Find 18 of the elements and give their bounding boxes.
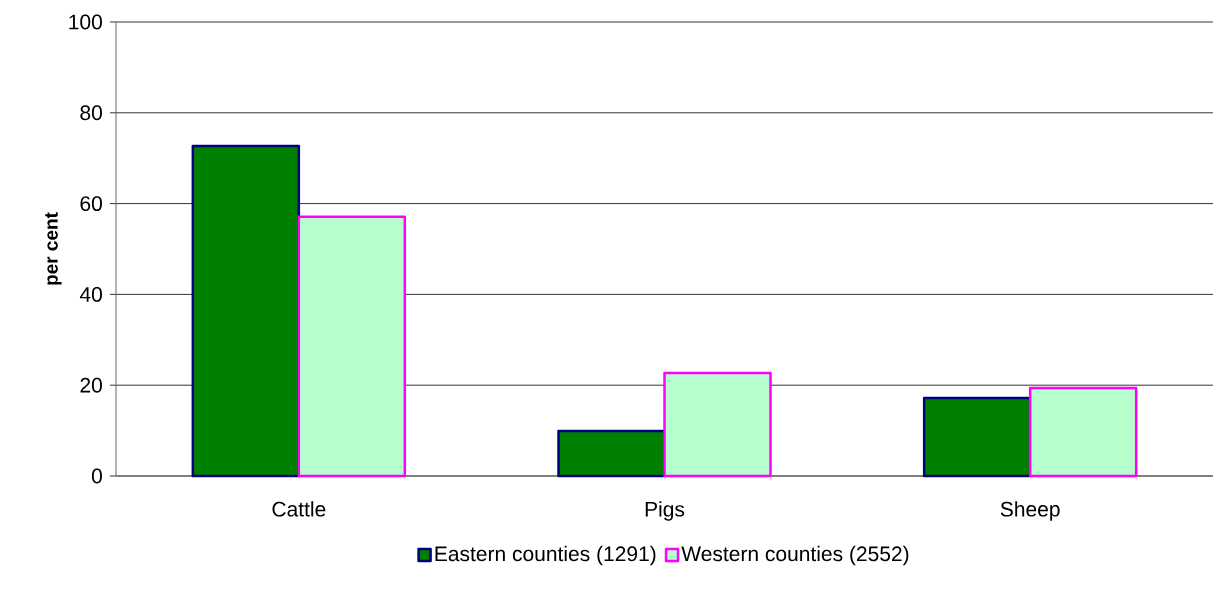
- x-tick-label: Sheep: [1000, 501, 1060, 521]
- x-tick-label: Cattle: [272, 501, 326, 517]
- x-tick-label: Pigs: [645, 501, 685, 521]
- y-tick-label: 100: [69, 14, 102, 30]
- bar: [297, 215, 407, 478]
- y-axis-title: per cent: [45, 212, 62, 285]
- y-tick-label: 0: [91, 468, 102, 484]
- bar: [1028, 386, 1138, 478]
- bar: [557, 429, 666, 478]
- legend-label: Eastern counties (1291): [435, 545, 656, 566]
- y-tick-label: 20: [80, 377, 102, 393]
- legend-label: Western counties (2552): [681, 545, 909, 566]
- y-tick-label: 40: [79, 286, 102, 302]
- y-tick-label: 60: [80, 196, 102, 212]
- y-tick-label: 80: [80, 105, 102, 121]
- bar: [191, 144, 301, 478]
- bar: [922, 396, 1032, 478]
- bar: [663, 371, 772, 478]
